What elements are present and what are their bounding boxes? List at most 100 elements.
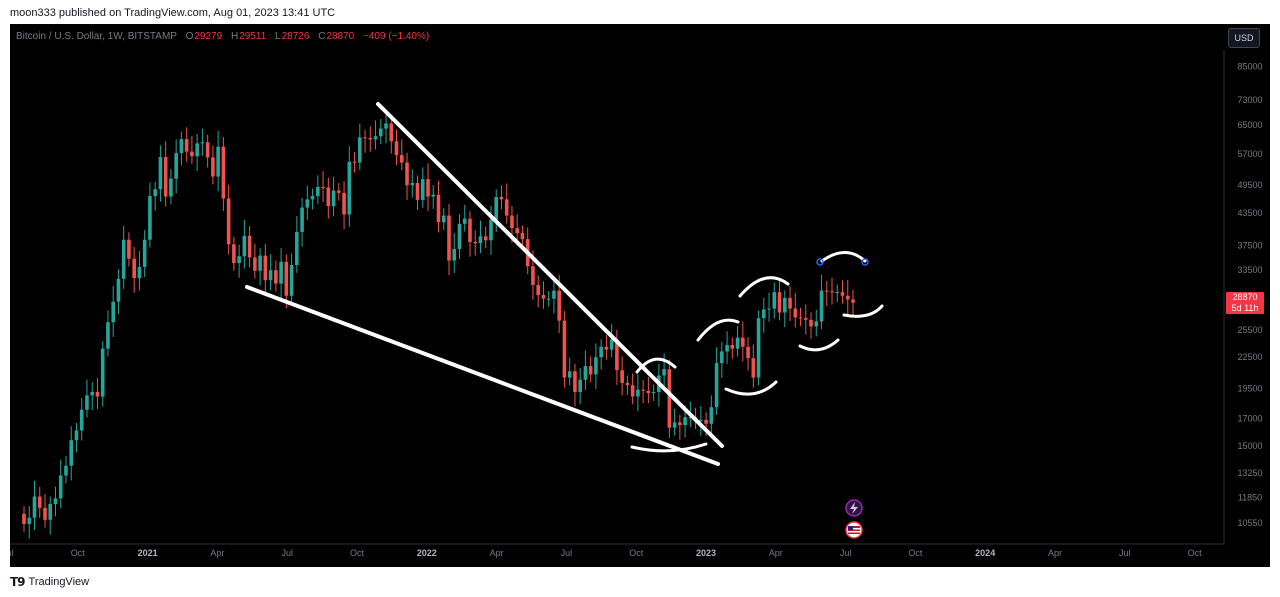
candle-up: [331, 190, 336, 207]
drawing-handle-right[interactable]: [861, 258, 869, 266]
time-axis[interactable]: Jul Oct 2021 Apr Jul Oct 2022 Apr Jul Oct 2023 Apr J…: [10, 548, 1202, 558]
candle-up: [142, 239, 147, 267]
candle-up: [772, 292, 777, 309]
price-tick-label: 25500: [1237, 325, 1262, 335]
change-value: −409 (−1.40%): [363, 31, 430, 42]
time-tick-label: Jul: [561, 548, 573, 558]
candle-down: [22, 513, 26, 524]
candle-down: [205, 142, 210, 158]
brand-name: TradingView: [28, 576, 90, 588]
candle-down: [405, 162, 409, 186]
candle-down: [667, 369, 672, 428]
candle-up: [121, 239, 126, 279]
candles: [22, 109, 855, 539]
candle-down: [352, 161, 357, 163]
candle-down: [777, 292, 782, 313]
candle-down: [342, 192, 346, 215]
candle-down: [326, 187, 331, 207]
time-tick-label: Apr: [210, 548, 224, 558]
candle-down: [510, 215, 514, 229]
lightning-icon[interactable]: [845, 499, 863, 517]
candle-up: [441, 215, 446, 223]
candle-up: [216, 146, 220, 177]
high-label: H: [230, 31, 239, 42]
candle-up: [300, 207, 304, 232]
candle-up: [158, 156, 163, 190]
price-axis[interactable]: 85000 73000 65000 57000 49500 43500 37500 33500…: [1237, 62, 1262, 528]
price-tick-label: 49500: [1237, 180, 1262, 190]
candle-up: [279, 261, 283, 284]
candle-down: [483, 236, 488, 241]
price-tick-label: 43500: [1237, 208, 1262, 218]
candle-down: [274, 270, 278, 284]
candle-up: [819, 290, 824, 322]
candle-down: [730, 344, 735, 349]
candle-down: [541, 295, 546, 299]
candle-up: [258, 255, 262, 271]
price-tick-label: 37500: [1237, 240, 1262, 250]
candle-up: [410, 182, 415, 186]
candle-up: [310, 196, 315, 200]
candle-down: [415, 182, 420, 200]
price-tick-label: 15000: [1237, 441, 1262, 451]
candle-down: [337, 190, 341, 193]
bar-countdown: 5d 11h: [1231, 302, 1259, 313]
time-tick-label: Apr: [490, 548, 504, 558]
price-tick-label: 57000: [1237, 149, 1262, 159]
candle-down: [221, 146, 226, 199]
candle-up: [347, 161, 352, 215]
candle-down: [389, 123, 394, 142]
candle-up: [148, 196, 152, 240]
candle-down: [520, 233, 525, 240]
candle-down: [473, 242, 478, 244]
candle-up: [672, 422, 677, 428]
candle-up: [79, 409, 84, 431]
drawing-handle-left[interactable]: [816, 258, 824, 266]
candle-up: [179, 139, 184, 154]
chart-area[interactable]: Bitcoin / U.S. Dollar, 1W, BITSTAMP O292…: [10, 24, 1270, 567]
candle-up: [116, 278, 121, 302]
lower-trendline: [245, 285, 720, 466]
price-tick-label: 22500: [1237, 352, 1262, 362]
us-flag-icon[interactable]: [845, 521, 863, 539]
time-tick-label: Oct: [350, 548, 365, 558]
symbol-legend: Bitcoin / U.S. Dollar, 1W, BITSTAMP O292…: [16, 31, 429, 42]
candle-up: [767, 308, 771, 310]
candle-up: [756, 318, 761, 378]
time-tick-label: Oct: [629, 548, 644, 558]
currency-button[interactable]: USD: [1228, 28, 1260, 48]
candle-up: [651, 391, 656, 394]
candle-down: [625, 382, 630, 386]
candle-down: [399, 155, 404, 163]
candle-up: [373, 136, 378, 140]
candle-down: [95, 391, 100, 397]
price-tick-label: 19500: [1237, 384, 1262, 394]
low-value: 28726: [281, 31, 310, 42]
tradingview-brand[interactable]: 𝗧𝟵 TradingView: [10, 575, 89, 589]
published-line: moon333 published on TradingView.com, Au…: [10, 7, 336, 19]
candle-up: [835, 292, 840, 294]
candle-up: [27, 517, 32, 524]
candle-down: [840, 292, 845, 296]
candle-up: [200, 142, 205, 144]
candle-up: [567, 371, 572, 378]
candle-up: [725, 344, 729, 352]
time-tick-label: 2023: [696, 548, 716, 558]
candle-up: [316, 186, 320, 197]
time-tick-label: 2024: [975, 548, 995, 558]
candle-up: [289, 264, 294, 296]
candle-up: [452, 249, 457, 261]
low-label: L: [275, 31, 281, 42]
candle-up: [53, 498, 58, 505]
cup-arc-3: [696, 318, 740, 342]
candle-up: [237, 256, 241, 264]
candle-down: [132, 258, 136, 279]
candle-up: [546, 298, 551, 300]
candle-down: [447, 215, 451, 261]
time-tick-label: Apr: [769, 548, 783, 558]
candle-up: [64, 465, 68, 476]
candle-up: [32, 496, 37, 518]
candle-up: [295, 231, 299, 265]
close-value: 28870: [326, 31, 355, 42]
candle-up: [58, 475, 63, 499]
